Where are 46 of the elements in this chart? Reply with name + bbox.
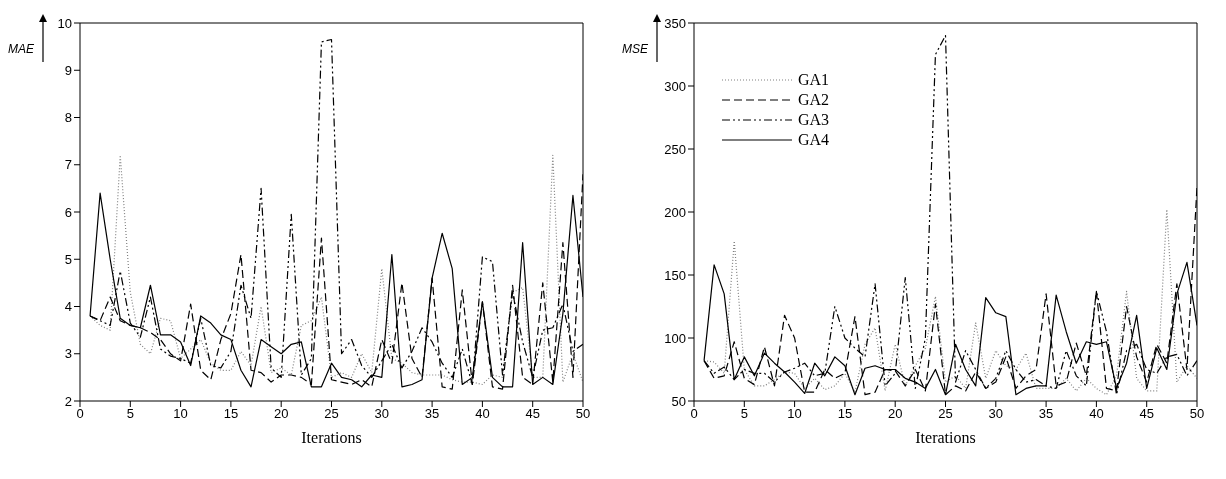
x-tick-label: 45 xyxy=(525,406,540,422)
y-axis-title: MAE xyxy=(8,42,35,56)
x-tick-label: 30 xyxy=(374,406,390,422)
y-tick-label: 200 xyxy=(664,204,686,220)
x-axis-title: Iterations xyxy=(915,429,976,446)
x-tick-label: 15 xyxy=(223,406,239,422)
y-tick-label: 4 xyxy=(64,299,72,315)
x-tick-label: 40 xyxy=(1089,406,1104,422)
y-tick-label: 3 xyxy=(64,346,72,362)
y-tick-label: 100 xyxy=(664,330,686,346)
x-tick-label: 30 xyxy=(988,406,1004,422)
x-tick-label: 5 xyxy=(740,406,748,422)
x-tick-label: 50 xyxy=(575,406,591,422)
y-tick-label: 6 xyxy=(64,204,72,220)
y-tick-label: 350 xyxy=(664,15,686,31)
y-tick-label: 10 xyxy=(57,15,72,31)
x-tick-label: 20 xyxy=(887,406,903,422)
x-tick-label: 15 xyxy=(837,406,853,422)
y-tick-label: 250 xyxy=(664,141,686,157)
x-tick-label: 10 xyxy=(787,406,802,422)
y-tick-label: 8 xyxy=(64,110,72,126)
legend-label: GA1 xyxy=(798,71,830,89)
y-tick-label: 300 xyxy=(664,78,686,94)
y-tick-label: 50 xyxy=(671,393,686,409)
x-tick-label: 45 xyxy=(1139,406,1154,422)
x-tick-label: 0 xyxy=(76,406,84,422)
y-tick-label: 2 xyxy=(64,393,72,409)
y-axis-title: MSE xyxy=(622,42,649,56)
x-tick-label: 25 xyxy=(324,406,339,422)
y-tick-label: 5 xyxy=(64,251,72,267)
x-axis-title: Iterations xyxy=(301,429,362,446)
x-tick-label: 35 xyxy=(1038,406,1054,422)
x-tick-label: 35 xyxy=(424,406,440,422)
x-tick-label: 50 xyxy=(1189,406,1205,422)
x-tick-label: 10 xyxy=(173,406,188,422)
x-tick-label: 20 xyxy=(273,406,289,422)
x-tick-label: 25 xyxy=(938,406,953,422)
x-tick-label: 40 xyxy=(475,406,490,422)
x-tick-label: 0 xyxy=(690,406,698,422)
y-tick-label: 7 xyxy=(64,157,72,173)
x-tick-label: 5 xyxy=(126,406,134,422)
y-tick-label: 150 xyxy=(664,267,686,283)
legend-label: GA4 xyxy=(798,131,830,149)
legend-label: GA2 xyxy=(798,91,830,109)
y-tick-label: 9 xyxy=(64,62,72,78)
legend-label: GA3 xyxy=(798,111,830,129)
